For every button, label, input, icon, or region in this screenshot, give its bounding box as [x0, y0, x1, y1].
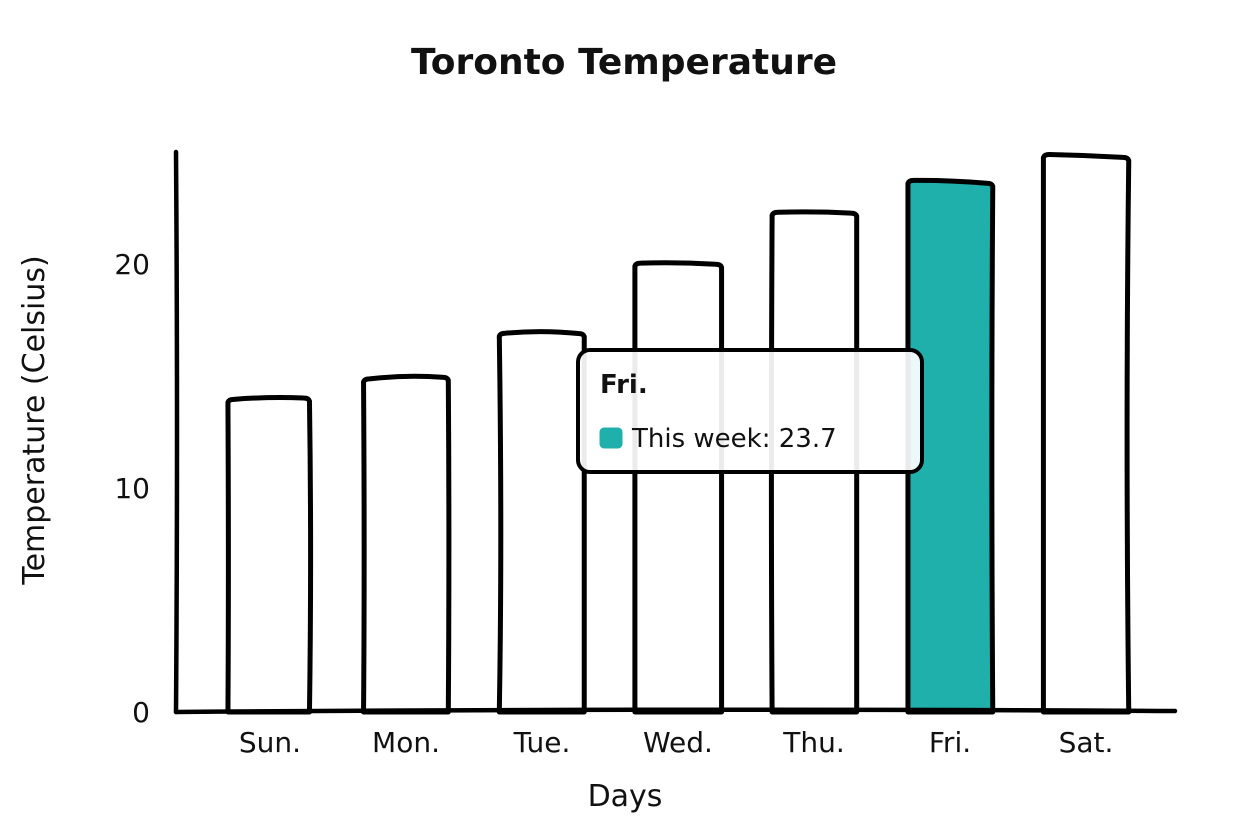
x-tick-label: Sun. — [239, 726, 301, 759]
x-tick-label: Thu. — [782, 726, 845, 759]
y-axis-line — [173, 149, 180, 715]
tooltip: Fri. This week: 23.7 — [576, 348, 924, 474]
bar-sat[interactable] — [1040, 152, 1132, 715]
y-axis-ticks: 0 10 20 — [114, 248, 150, 729]
y-tick-label: 20 — [114, 248, 150, 281]
y-tick-label: 0 — [132, 696, 150, 729]
tooltip-background — [576, 348, 924, 474]
bar-wed[interactable] — [632, 260, 725, 715]
bar-mon[interactable] — [361, 373, 452, 715]
x-tick-label: Wed. — [643, 726, 713, 759]
x-tick-label: Sat. — [1059, 726, 1114, 759]
x-axis-ticks: Sun. Mon. Tue. Wed. Thu. Fri. Sat. — [239, 726, 1113, 759]
x-tick-label: Mon. — [372, 726, 440, 759]
x-axis-label: Days — [588, 779, 663, 814]
chart-title: Toronto Temperature — [411, 42, 837, 83]
bar-tue[interactable] — [496, 329, 587, 715]
bar-sun[interactable] — [225, 394, 314, 715]
tooltip-value-text: This week: 23.7 — [631, 424, 837, 454]
y-tick-label: 10 — [114, 472, 150, 505]
y-axis-label: Temperature (Celsius) — [17, 255, 52, 585]
tooltip-title: Fri. — [600, 370, 648, 400]
tooltip-legend-swatch — [599, 427, 623, 449]
x-tick-label: Tue. — [513, 726, 571, 759]
x-axis-line — [173, 707, 1178, 715]
x-tick-label: Fri. — [929, 726, 971, 759]
